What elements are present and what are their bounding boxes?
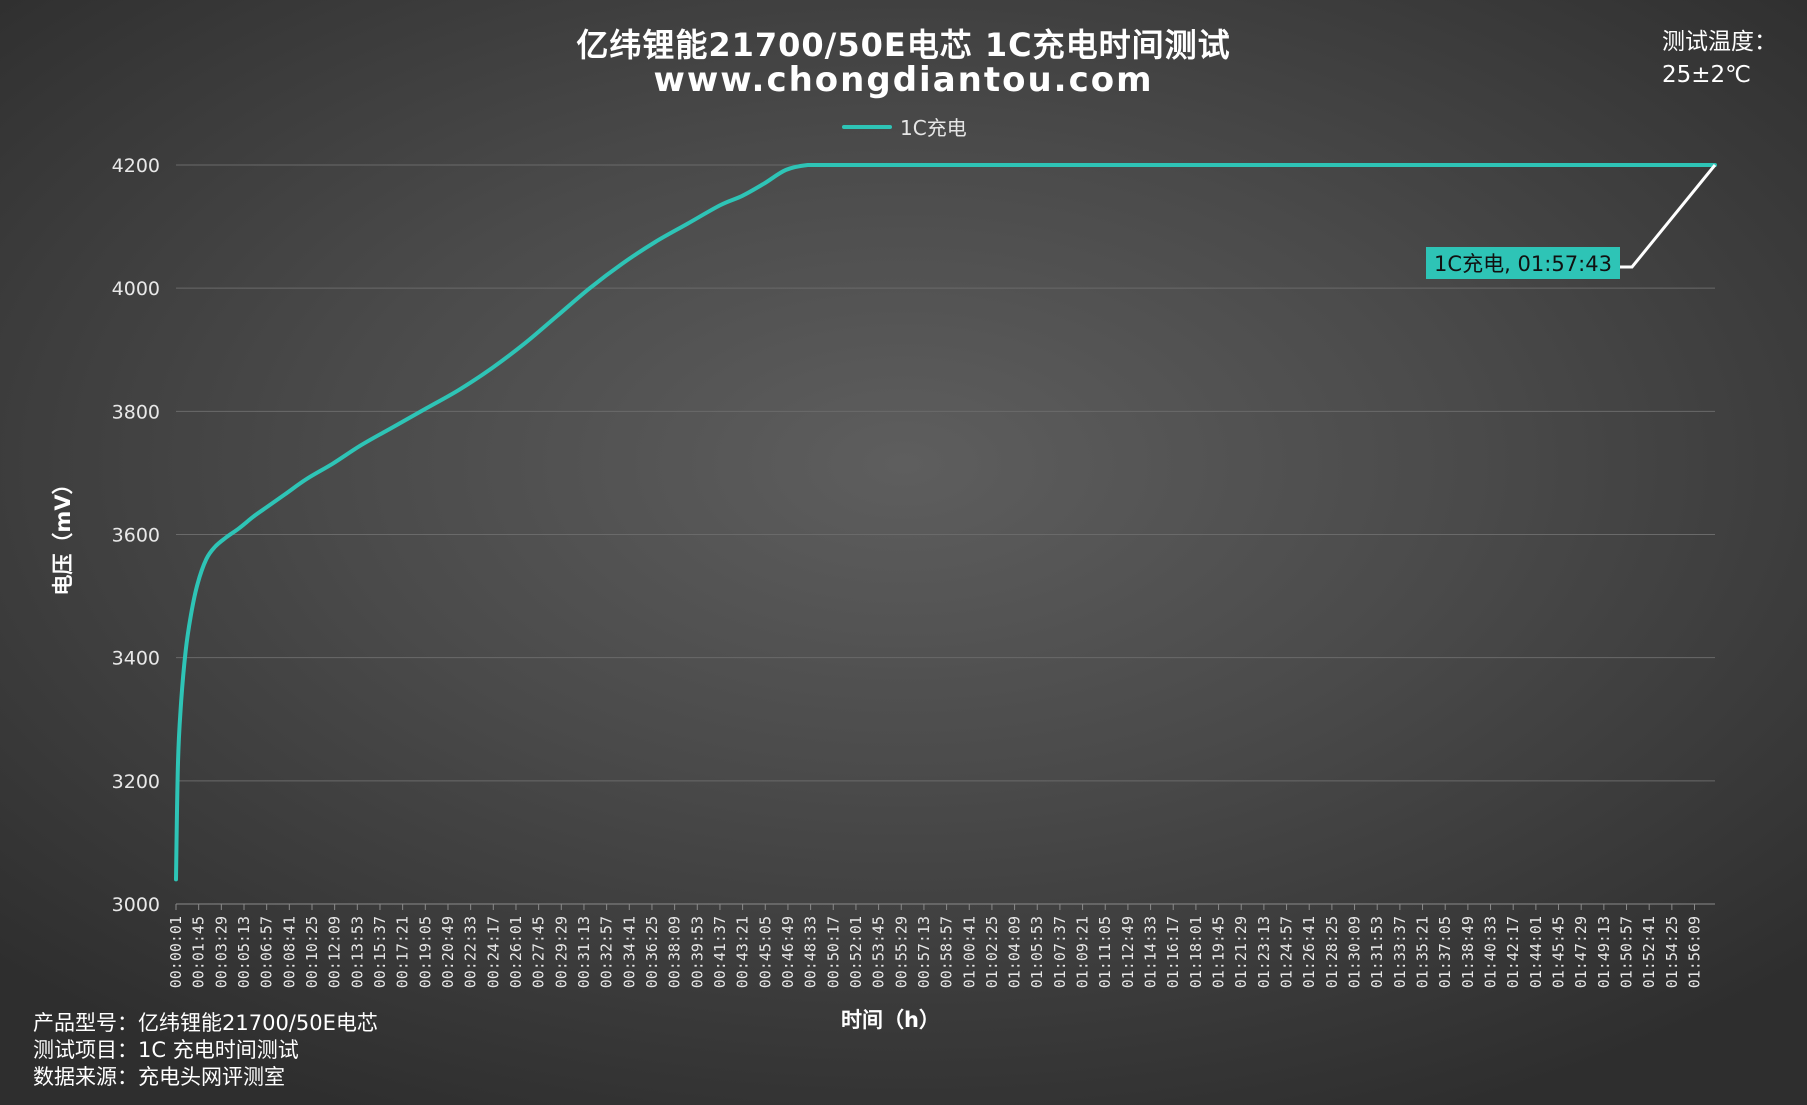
x-tick-label: 01:31:53 — [1368, 916, 1386, 988]
x-tick-label: 00:27:45 — [530, 916, 548, 988]
chart-legend: 1C充电 — [842, 112, 967, 141]
y-axis-ticks: 3000 3200 3400 3600 3800 4000 4200 — [112, 155, 160, 916]
x-axis-ticks: 00:00:01 00:01:45 00:03:29 00:05:13 00:06:57… — [167, 904, 1704, 988]
test-temperature-value: 25±2℃ — [1662, 62, 1752, 88]
x-tick-label: 00:06:57 — [258, 916, 276, 988]
x-tick-label: 01:12:49 — [1119, 916, 1137, 988]
x-tick-label: 00:45:05 — [756, 916, 774, 988]
x-tick-label: 01:30:09 — [1346, 916, 1364, 988]
x-tick-label: 01:37:05 — [1436, 916, 1454, 988]
x-tick-label: 01:21:29 — [1232, 916, 1250, 988]
x-tick-label: 01:16:17 — [1164, 916, 1182, 988]
x-tick-label: 00:53:45 — [870, 916, 888, 988]
x-tick-label: 00:31:13 — [575, 916, 593, 988]
x-tick-label: 00:26:01 — [507, 916, 525, 988]
x-tick-label: 01:00:41 — [960, 916, 978, 988]
x-tick-label: 00:12:09 — [326, 916, 344, 988]
x-tick-label: 01:38:49 — [1459, 916, 1477, 988]
x-tick-label: 00:10:25 — [303, 916, 321, 988]
legend-label: 1C充电 — [900, 116, 967, 140]
chart-subtitle-url: www.chongdiantou.com — [653, 60, 1154, 100]
x-tick-label: 01:45:45 — [1550, 916, 1568, 988]
x-tick-label: 01:04:09 — [1006, 916, 1024, 988]
x-tick-label: 01:44:01 — [1527, 916, 1545, 988]
x-tick-label: 01:35:21 — [1414, 916, 1432, 988]
x-tick-label: 00:32:57 — [598, 916, 616, 988]
x-tick-label: 00:15:37 — [371, 916, 389, 988]
footer-info: 产品型号：亿纬锂能21700/50E电芯 测试项目：1C 充电时间测试 数据来源… — [33, 1010, 378, 1091]
x-tick-label: 01:52:41 — [1640, 916, 1658, 988]
x-tick-label: 01:19:45 — [1210, 916, 1228, 988]
x-tick-label: 00:38:09 — [666, 916, 684, 988]
x-tick-label: 00:55:29 — [892, 916, 910, 988]
x-tick-label: 00:22:33 — [462, 916, 480, 988]
x-tick-label: 01:49:13 — [1595, 916, 1613, 988]
annotation-label: 1C充电, 01:57:43 — [1434, 252, 1612, 276]
annotation-leader-line — [1620, 164, 1717, 269]
x-tick-label: 00:41:37 — [711, 916, 729, 988]
legend-swatch — [842, 124, 892, 129]
x-tick-label: 01:26:41 — [1300, 916, 1318, 988]
x-tick-label: 01:33:37 — [1391, 916, 1409, 988]
footer-data-source: 数据来源：充电头网评测室 — [33, 1065, 285, 1089]
annotation-label-box — [1426, 247, 1620, 279]
x-tick-label: 00:17:21 — [394, 916, 412, 988]
x-tick-label: 00:52:01 — [847, 916, 865, 988]
x-tick-label: 00:01:45 — [190, 916, 208, 988]
x-tick-label: 01:28:25 — [1323, 916, 1341, 988]
x-tick-label: 01:42:17 — [1504, 916, 1522, 988]
x-tick-label: 00:39:53 — [688, 916, 706, 988]
x-tick-label: 01:50:57 — [1618, 916, 1636, 988]
series-line-1c-charge — [174, 162, 1717, 882]
x-tick-label: 00:46:49 — [779, 916, 797, 988]
x-tick-label: 00:13:53 — [348, 916, 366, 988]
y-tick-label: 3600 — [112, 525, 160, 547]
y-tick-label: 3800 — [112, 401, 160, 423]
x-tick-label: 00:58:57 — [938, 916, 956, 988]
y-axis-title: 电压（mV） — [51, 473, 75, 595]
chart-title: 亿纬锂能21700/50E电芯 1C充电时间测试 — [576, 26, 1231, 64]
x-tick-label: 01:11:05 — [1096, 916, 1114, 988]
x-tick-label: 00:00:01 — [167, 916, 185, 988]
x-tick-label: 01:09:21 — [1074, 916, 1092, 988]
footer-test-item: 测试项目：1C 充电时间测试 — [33, 1038, 299, 1062]
x-tick-label: 00:03:29 — [212, 916, 230, 988]
x-tick-label: 01:14:33 — [1142, 916, 1160, 988]
x-tick-label: 01:24:57 — [1278, 916, 1296, 988]
x-tick-label: 01:23:13 — [1255, 916, 1273, 988]
x-tick-label: 00:20:49 — [439, 916, 457, 988]
x-tick-label: 00:29:29 — [552, 916, 570, 988]
y-tick-label: 3000 — [112, 894, 160, 916]
x-tick-label: 01:05:53 — [1028, 916, 1046, 988]
x-tick-label: 01:02:25 — [983, 916, 1001, 988]
x-tick-label: 01:18:01 — [1187, 916, 1205, 988]
y-tick-label: 4200 — [112, 155, 160, 177]
x-tick-label: 00:05:13 — [235, 916, 253, 988]
y-tick-label: 4000 — [112, 278, 160, 300]
x-tick-label: 00:57:13 — [915, 916, 933, 988]
x-tick-label: 00:08:41 — [280, 916, 298, 988]
x-tick-label: 01:56:09 — [1686, 916, 1704, 988]
footer-product-model: 产品型号：亿纬锂能21700/50E电芯 — [33, 1011, 378, 1035]
x-tick-label: 01:40:33 — [1482, 916, 1500, 988]
y-tick-label: 3200 — [112, 771, 160, 793]
x-tick-label: 00:48:33 — [802, 916, 820, 988]
x-tick-label: 00:24:17 — [484, 916, 502, 988]
x-tick-label: 00:36:25 — [643, 916, 661, 988]
x-tick-label: 00:50:17 — [824, 916, 842, 988]
y-tick-label: 3400 — [112, 648, 160, 670]
x-tick-label: 01:07:37 — [1051, 916, 1069, 988]
x-tick-label: 00:43:21 — [734, 916, 752, 988]
x-axis-title: 时间（h） — [841, 1008, 940, 1032]
test-temperature: 测试温度： 25±2℃ — [1662, 26, 1777, 92]
test-temperature-label: 测试温度： — [1662, 29, 1777, 55]
x-tick-label: 01:47:29 — [1572, 916, 1590, 988]
x-tick-label: 00:34:41 — [620, 916, 638, 988]
x-tick-label: 00:19:05 — [416, 916, 434, 988]
x-tick-label: 01:54:25 — [1663, 916, 1681, 988]
